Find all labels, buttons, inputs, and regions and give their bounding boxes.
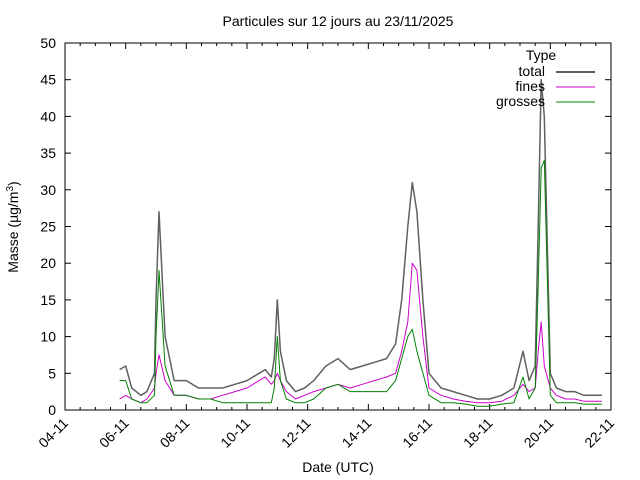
y-axis: 0 5 10 15 20 25 30 35 40 45 50 — [40, 35, 611, 418]
x-axis-label: Date (UTC) — [302, 459, 374, 475]
y-tick-label: 5 — [48, 365, 56, 381]
y-axis-label-tail: ) — [5, 181, 21, 186]
series-line-fines — [119, 262, 602, 404]
y-tick-label: 0 — [48, 402, 56, 418]
y-tick-label: 25 — [40, 219, 56, 235]
y-tick-label: 15 — [40, 292, 56, 308]
legend-label-grosses: grosses — [496, 93, 545, 109]
x-tick-label: 06-11 — [96, 415, 132, 451]
series-layer — [119, 78, 602, 407]
x-tick-label: 04-11 — [35, 415, 71, 451]
legend-title: Type — [526, 47, 557, 63]
y-tick-label: 20 — [40, 255, 56, 271]
legend: Type total fines grosses — [496, 47, 595, 109]
y-tick-label: 50 — [40, 35, 56, 51]
chart-title: Particules sur 12 jours au 23/11/2025 — [223, 13, 454, 29]
x-tick-label: 08-11 — [157, 415, 193, 451]
y-tick-label: 35 — [40, 145, 56, 161]
x-tick-label: 16-11 — [399, 415, 435, 451]
x-tick-label: 18-11 — [460, 415, 496, 451]
y-tick-label: 30 — [40, 182, 56, 198]
y-axis-label-sup: 3 — [5, 186, 16, 192]
x-tick-label: 14-11 — [339, 415, 375, 451]
x-tick-label: 22-11 — [581, 415, 617, 451]
y-tick-label: 40 — [40, 108, 56, 124]
y-axis-label-main: Masse (µg/m — [5, 192, 21, 273]
legend-label-total: total — [519, 63, 545, 79]
series-line-grosses — [119, 159, 602, 407]
x-tick-label: 10-11 — [217, 415, 253, 451]
x-tick-label: 12-11 — [278, 415, 314, 451]
y-tick-label: 45 — [40, 72, 56, 88]
series-line-total — [119, 78, 602, 400]
legend-label-fines: fines — [515, 78, 545, 94]
y-tick-label: 10 — [40, 329, 56, 345]
x-tick-label: 20-11 — [521, 415, 557, 451]
y-axis-label: Masse (µg/m3) — [5, 181, 21, 272]
